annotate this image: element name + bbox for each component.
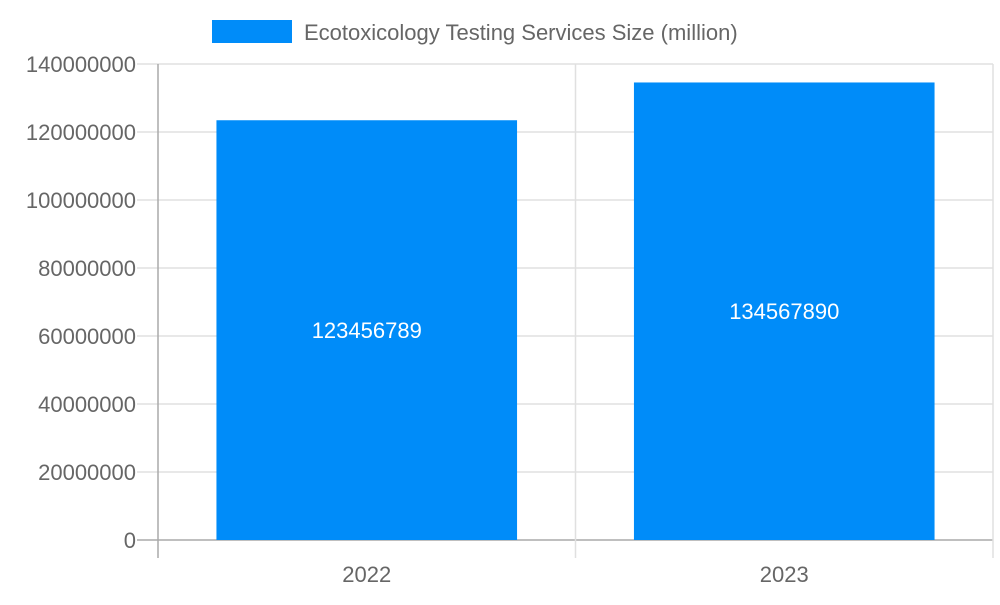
- axes: 0 20000000 40000000 60000000 80000000 1000000…: [26, 52, 809, 587]
- legend-swatch: [212, 20, 292, 43]
- x-tick-label: 2023: [760, 562, 809, 587]
- y-tick-label: 20000000: [38, 460, 136, 485]
- y-tick-label: 60000000: [38, 324, 136, 349]
- y-tick-label: 80000000: [38, 256, 136, 281]
- y-tick-label: 140000000: [26, 52, 136, 77]
- y-tick-label: 120000000: [26, 120, 136, 145]
- y-tick-label: 40000000: [38, 392, 136, 417]
- legend-label: Ecotoxicology Testing Services Size (mil…: [304, 20, 738, 45]
- y-tick-label: 100000000: [26, 188, 136, 213]
- bar: [633, 82, 935, 540]
- bar-data-label: 123456789: [312, 318, 422, 343]
- x-tick-label: 2022: [342, 562, 391, 587]
- bar: [216, 120, 518, 540]
- bar-data-label: 134567890: [729, 299, 839, 324]
- legend[interactable]: Ecotoxicology Testing Services Size (mil…: [212, 20, 738, 45]
- y-tick-label: 0: [124, 528, 136, 553]
- bars: 123456789 134567890: [216, 82, 935, 540]
